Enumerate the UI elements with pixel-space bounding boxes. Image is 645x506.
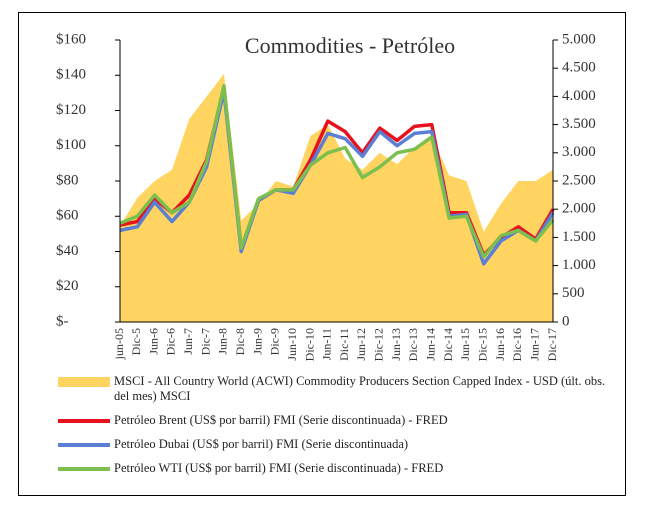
x-tick-label: Jun-11 bbox=[320, 328, 334, 360]
legend-swatch bbox=[58, 419, 110, 423]
y-tick-label: $100 bbox=[56, 137, 86, 153]
legend-label: Petróleo WTI (US$ por barril) FMI (Serie… bbox=[114, 461, 444, 475]
y2-tick-label: 4.500 bbox=[562, 60, 596, 76]
legend-swatch bbox=[58, 467, 110, 471]
chart-frame bbox=[18, 12, 626, 496]
x-tick-label: Jun-8 bbox=[216, 328, 230, 355]
y2-tick-label: 2.500 bbox=[562, 172, 596, 188]
x-tick-label: Jun-6 bbox=[146, 328, 160, 355]
x-tick-label: Jun-14 bbox=[424, 328, 438, 361]
x-tick-label: Dic-8 bbox=[233, 328, 247, 355]
x-tick-label: Dic-5 bbox=[129, 328, 143, 355]
x-tick-label: Jun-7 bbox=[181, 328, 195, 355]
y2-tick-label: 1.000 bbox=[562, 257, 596, 273]
x-tick-label: Jun-13 bbox=[389, 328, 403, 361]
y-tick-label: $160 bbox=[56, 31, 86, 47]
x-tick-label: Dic-15 bbox=[475, 328, 489, 361]
x-tick-label: Dic-13 bbox=[406, 328, 420, 361]
x-tick-label: Dic-14 bbox=[441, 328, 455, 361]
y-tick-label: $120 bbox=[56, 102, 86, 118]
y2-tick-label: 3.500 bbox=[562, 116, 596, 132]
y-tick-label: $- bbox=[56, 313, 69, 329]
y2-tick-label: 3.000 bbox=[562, 144, 596, 160]
x-tick-label: Dic-6 bbox=[164, 328, 178, 355]
x-tick-label: Dic-12 bbox=[372, 328, 386, 361]
chart-title: Commodities - Petróleo bbox=[245, 33, 455, 58]
x-tick-label: Dic-16 bbox=[510, 328, 524, 361]
legend-label: Petróleo Dubai (US$ por barril) FMI (Ser… bbox=[114, 437, 409, 451]
legend-swatch bbox=[58, 443, 110, 447]
legend-item: MSCI - All Country World (ACWI) Commodit… bbox=[58, 374, 618, 404]
y2-tick-label: 2.000 bbox=[562, 201, 596, 217]
x-tick-label: Dic-9 bbox=[268, 328, 282, 355]
legend-item: Petróleo Dubai (US$ por barril) FMI (Ser… bbox=[58, 437, 618, 452]
x-tick-label: Jun-16 bbox=[493, 328, 507, 361]
x-tick-label: Jun-10 bbox=[285, 328, 299, 361]
y-tick-label: $40 bbox=[56, 243, 79, 259]
y-tick-label: $20 bbox=[56, 278, 79, 294]
x-tick-label: Dic-17 bbox=[545, 328, 559, 361]
legend-item: Petróleo Brent (US$ por barril) FMI (Ser… bbox=[58, 413, 618, 428]
x-tick-label: jun-05 bbox=[112, 328, 126, 360]
line bbox=[119, 84, 555, 259]
legend-item: Petróleo WTI (US$ por barril) FMI (Serie… bbox=[58, 461, 618, 476]
legend: MSCI - All Country World (ACWI) Commodit… bbox=[58, 374, 618, 485]
legend-swatch bbox=[58, 377, 110, 387]
y-tick-label: $80 bbox=[56, 172, 79, 188]
y2-tick-label: 5.000 bbox=[562, 31, 596, 47]
y2-tick-label: 0 bbox=[562, 313, 570, 329]
x-tick-label: Dic-11 bbox=[337, 328, 351, 361]
x-tick-label: Jun-12 bbox=[354, 328, 368, 361]
y2-tick-label: 500 bbox=[562, 285, 585, 301]
x-tick-label: Jun-15 bbox=[458, 328, 472, 361]
y2-tick-label: 4.000 bbox=[562, 88, 596, 104]
y-tick-label: $60 bbox=[56, 208, 79, 224]
y2-tick-label: 1.500 bbox=[562, 229, 596, 245]
x-tick-label: Jun-17 bbox=[527, 328, 541, 361]
legend-label: Petróleo Brent (US$ por barril) FMI (Ser… bbox=[114, 413, 448, 427]
x-tick-label: Jun-9 bbox=[250, 328, 264, 355]
y-tick-label: $140 bbox=[56, 67, 86, 83]
legend-label: MSCI - All Country World (ACWI) Commodit… bbox=[114, 374, 606, 403]
x-tick-label: Dic-10 bbox=[302, 328, 316, 361]
x-tick-label: Dic-7 bbox=[198, 328, 212, 355]
